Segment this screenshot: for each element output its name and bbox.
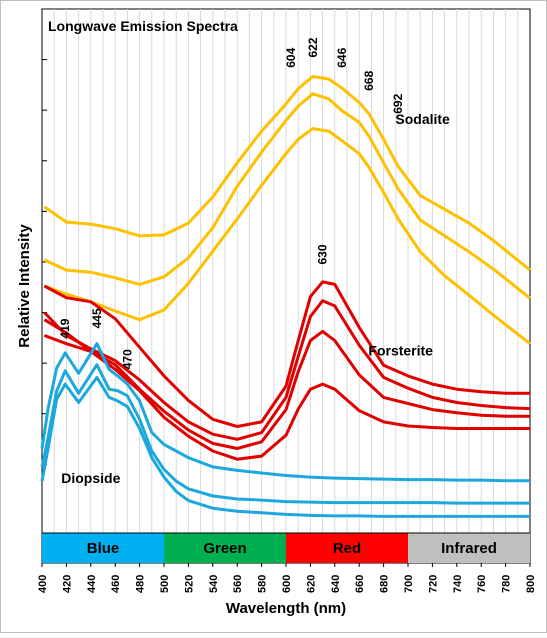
x-tick-label: 640 [330, 575, 342, 593]
blue-band [42, 533, 164, 563]
x-tick-label: 660 [354, 575, 366, 593]
peak-label: 692 [391, 93, 405, 113]
x-tick-label: 460 [110, 575, 122, 593]
color-band-bar: Blue Green Red Infrared [42, 532, 530, 563]
diopside-label: Diopside [61, 470, 120, 486]
peak-label: 646 [335, 47, 349, 67]
x-tick-label: 400 [37, 575, 49, 593]
infrared-band [408, 533, 530, 563]
infrared-band-label: Infrared [441, 540, 497, 557]
x-tick-label: 680 [379, 575, 391, 593]
diopside-series-line-2 [40, 363, 530, 505]
peak-label: 445 [90, 308, 104, 328]
x-tick-label: 600 [281, 575, 293, 593]
peak-label: 668 [362, 70, 376, 90]
x-tick-label: 440 [86, 575, 98, 593]
peak-label: 622 [306, 37, 320, 57]
x-tick-label: 620 [305, 575, 317, 593]
x-tick-label: 740 [452, 575, 464, 593]
green-band [164, 533, 286, 563]
x-tick-label: 700 [403, 575, 415, 593]
x-tick-label: 720 [427, 575, 439, 593]
sodalite-series-line-3 [43, 127, 531, 345]
x-tick-label: 800 [525, 575, 537, 593]
x-tick-label: 500 [159, 575, 171, 593]
red-band [286, 533, 408, 563]
series-lines [40, 75, 531, 518]
x-tick-label: 780 [501, 575, 513, 593]
peak-label: 419 [58, 318, 72, 338]
forsterite-label: Forsterite [368, 342, 433, 358]
x-tick-label: 540 [208, 575, 220, 593]
forsterite-series-line-2 [43, 299, 531, 441]
green-band-label: Green [203, 540, 246, 557]
sodalite-label: Sodalite [395, 111, 450, 127]
annotation-labels: Sodalite 604 622 646 668 692 Forsterite 630 Diop… [58, 37, 450, 486]
chart-title: Longwave Emission Spectra [48, 18, 238, 34]
red-band-label: Red [333, 540, 361, 557]
x-tick-label: 560 [232, 575, 244, 593]
x-axis-tick-labels: 400 420 440 460 480 500 520 540 560 580 600 620 640 6… [37, 563, 537, 593]
peak-label: 630 [316, 244, 330, 264]
x-axis-label: Wavelength (nm) [226, 600, 346, 617]
x-tick-label: 420 [61, 575, 73, 593]
peak-label: 604 [284, 47, 298, 67]
blue-band-label: Blue [87, 540, 120, 557]
forsterite-series-line-1 [43, 280, 530, 428]
y-axis-label: Relative Intensity [16, 224, 33, 348]
x-tick-label: 580 [257, 575, 269, 593]
peak-label: 470 [120, 349, 134, 369]
sodalite-series-line-1 [43, 75, 531, 272]
forsterite-series-line-3 [43, 329, 530, 450]
diopside-series-line-1 [40, 342, 530, 483]
diopside-series-line-3 [40, 375, 530, 518]
forsterite-series-line-4 [43, 318, 530, 461]
sodalite-series-line-2 [43, 92, 531, 300]
x-tick-label: 480 [135, 575, 147, 593]
x-tick-label: 520 [183, 575, 195, 593]
x-tick-label: 760 [476, 575, 488, 593]
